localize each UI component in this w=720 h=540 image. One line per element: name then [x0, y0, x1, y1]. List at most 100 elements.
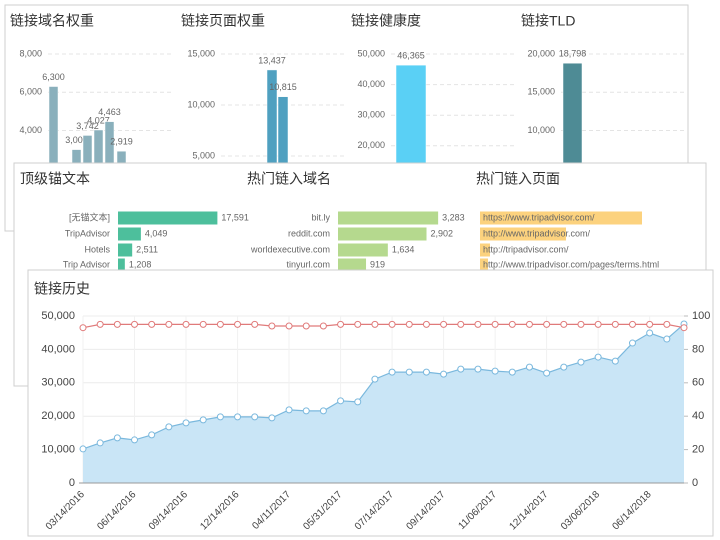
value-label: 1,208	[129, 259, 152, 269]
point	[388, 320, 396, 328]
y-tick-label: 0	[69, 477, 75, 489]
category-label: http://www.tripadvisor.com/pages/terms.h…	[483, 259, 659, 269]
point	[96, 439, 104, 447]
point	[319, 407, 327, 415]
point	[285, 322, 293, 330]
point	[285, 406, 293, 414]
point	[543, 369, 551, 377]
point	[628, 320, 636, 328]
point	[491, 367, 499, 375]
value-label: 4,463	[98, 107, 121, 117]
value-label: 4,049	[145, 228, 168, 238]
point	[131, 320, 139, 328]
bar	[480, 227, 566, 241]
point	[234, 413, 242, 421]
point	[234, 320, 242, 328]
point	[560, 363, 568, 371]
bar	[118, 211, 218, 225]
point	[182, 320, 190, 328]
value-label: 919	[370, 259, 385, 269]
bar	[480, 258, 488, 272]
y-tick-label: 4,000	[19, 125, 42, 135]
category-label: https://www.tripadvisor.com/	[483, 212, 595, 222]
point	[663, 320, 671, 328]
y-tick-label: 10,000	[41, 444, 75, 456]
value-label: 3,002	[65, 135, 88, 145]
point	[594, 353, 602, 361]
point	[199, 320, 207, 328]
chart-title: 链接历史	[34, 281, 90, 297]
value-label: 3,742	[76, 121, 99, 131]
point	[354, 320, 362, 328]
y2-tick-label: 80	[692, 343, 704, 355]
point	[457, 365, 465, 373]
point	[251, 320, 259, 328]
value-label: 6,300	[42, 72, 65, 82]
point	[199, 416, 207, 424]
value-label: 4,027	[87, 115, 110, 125]
point	[148, 431, 156, 439]
bar	[118, 258, 125, 272]
point	[440, 320, 448, 328]
point	[680, 324, 688, 332]
y-tick-label: 10,000	[527, 125, 555, 135]
bar	[338, 211, 439, 225]
point	[577, 320, 585, 328]
y-tick-label: 40,000	[41, 343, 75, 355]
chart-title: 链接健康度	[351, 13, 421, 29]
point	[611, 320, 619, 328]
point	[525, 363, 533, 371]
area	[83, 324, 684, 483]
bar	[338, 258, 367, 272]
bar	[118, 243, 133, 257]
category-label: bit.ly	[311, 212, 330, 222]
y-tick-label: 20,000	[41, 410, 75, 422]
point	[113, 320, 121, 328]
category-label: [无锚文本]	[69, 211, 110, 222]
point	[543, 320, 551, 328]
point	[268, 414, 276, 422]
value-label: 3,283	[442, 212, 465, 222]
point	[268, 322, 276, 330]
point	[354, 398, 362, 406]
y2-tick-label: 100	[692, 310, 710, 322]
point	[337, 397, 345, 405]
point	[577, 358, 585, 366]
y2-tick-label: 0	[692, 477, 698, 489]
y-tick-label: 15,000	[187, 48, 215, 58]
y-tick-label: 15,000	[527, 87, 555, 97]
bar	[118, 227, 141, 241]
point	[251, 413, 259, 421]
point	[611, 357, 619, 365]
value-label: 2,511	[136, 244, 158, 254]
point	[388, 368, 396, 376]
point	[491, 320, 499, 328]
point	[457, 320, 465, 328]
y-tick-label: 50,000	[41, 310, 75, 322]
category-label: http://tripadvisor.com/	[483, 244, 569, 254]
point	[216, 413, 224, 421]
y-tick-label: 20,000	[357, 140, 385, 150]
category-label: Trip Advisor	[63, 259, 110, 269]
y-tick-label: 8,000	[19, 48, 42, 58]
point	[131, 436, 139, 444]
category-label: http://www.tripadvisor.com/	[483, 228, 591, 238]
value-label: 46,365	[397, 50, 425, 60]
y-tick-label: 5,000	[192, 150, 215, 160]
y-tick-label: 10,000	[187, 99, 215, 109]
point	[405, 320, 413, 328]
category-label: TripAdvisor	[65, 228, 110, 238]
point	[371, 320, 379, 328]
point	[440, 370, 448, 378]
y-tick-label: 40,000	[357, 79, 385, 89]
y-tick-label: 30,000	[41, 377, 75, 389]
bar	[338, 227, 427, 241]
point	[113, 434, 121, 442]
y2-tick-label: 60	[692, 377, 704, 389]
point	[148, 320, 156, 328]
category-label: reddit.com	[288, 228, 330, 238]
chart-title: 链接TLD	[521, 13, 575, 29]
point	[302, 407, 310, 415]
point	[422, 320, 430, 328]
